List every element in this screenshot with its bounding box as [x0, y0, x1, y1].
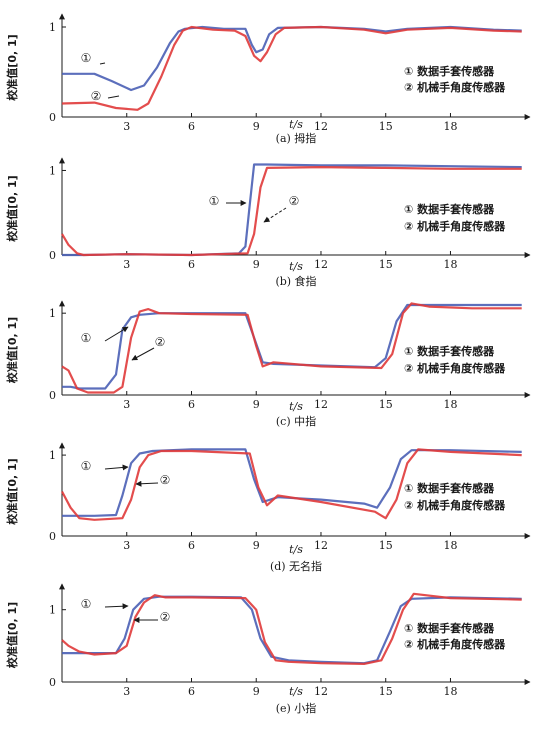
- x-tick-label: 6: [188, 258, 195, 271]
- x-tick-label: 9: [253, 398, 260, 411]
- x-tick-label: 3: [123, 539, 130, 552]
- marker-2-label: ②: [289, 194, 300, 208]
- x-tick-label: 15: [379, 685, 393, 698]
- x-axis-label: t/s: [289, 543, 303, 556]
- y-tick-label: 0: [49, 530, 56, 543]
- x-axis-label: t/s: [289, 118, 303, 131]
- series-line-2: [61, 448, 522, 521]
- marker-2-label: ②: [160, 610, 171, 624]
- marker-1-pointer: [104, 464, 129, 471]
- x-tick-label: 6: [188, 539, 195, 552]
- marker-2-label: ②: [155, 335, 166, 349]
- x-tick-label: 18: [443, 120, 457, 133]
- y-axis-label: 校准值[0, 1]: [5, 317, 19, 383]
- x-tick-label: 9: [253, 258, 260, 271]
- legend-entry: ① 数据手套传感器: [404, 202, 495, 216]
- x-tick-label: 15: [379, 120, 393, 133]
- y-tick-label: 0: [49, 389, 56, 402]
- legend-entry: ① 数据手套传感器: [404, 64, 495, 78]
- panel-4: 0 1 3 6 9 12 15 18 校准值[0, 1] t/s (d) 无名指 ① 数据手套传感器 ②…: [5, 442, 531, 573]
- marker-2-pointer: [263, 207, 287, 223]
- y-axis-label: 校准值[0, 1]: [5, 175, 19, 241]
- y-tick-label: 1: [49, 449, 56, 462]
- marker-2-pointer: [131, 347, 155, 361]
- x-tick-label: 9: [253, 120, 260, 133]
- x-tick-label: 15: [379, 539, 393, 552]
- series-line-2: [61, 166, 522, 257]
- legend-entry: ① 数据手套传感器: [404, 481, 495, 495]
- marker-1-label: ①: [81, 597, 92, 611]
- y-tick-label: 1: [49, 307, 56, 320]
- series-line-1: [62, 448, 522, 517]
- series-line-2: [61, 25, 522, 111]
- legend-entry: ② 机械手角度传感器: [404, 361, 506, 375]
- x-tick-label: 6: [188, 685, 195, 698]
- x-tick-label: 15: [379, 258, 393, 271]
- marker-1-label: ①: [81, 331, 92, 345]
- x-tick-label: 12: [314, 685, 328, 698]
- x-tick-label: 6: [188, 120, 195, 133]
- x-axis-label: t/s: [289, 400, 303, 413]
- x-tick-label: 18: [443, 398, 457, 411]
- x-tick-label: 3: [123, 258, 130, 271]
- legend-entry: ② 机械手角度传感器: [404, 80, 506, 94]
- panel-caption: (b) 食指: [275, 274, 316, 288]
- y-tick-label: 0: [49, 249, 56, 262]
- y-tick-label: 0: [49, 111, 56, 124]
- legend-entry: ② 机械手角度传感器: [404, 219, 506, 233]
- x-tick-label: 9: [253, 685, 260, 698]
- panel-5: 0 1 3 6 9 12 15 18 校准值[0, 1] t/s (e) 小指 ① 数据手套传感器 ② …: [5, 583, 531, 715]
- legend-entry: ① 数据手套传感器: [404, 344, 495, 358]
- panel-1: 0 1 3 6 9 12 15 18 校准值[0, 1] t/s(a) 拇指 ① 数据手套传感器 ② …: [5, 13, 531, 145]
- marker-1-label: ①: [81, 459, 92, 473]
- x-tick-label: 12: [314, 398, 328, 411]
- x-tick-label: 18: [443, 539, 457, 552]
- y-tick-label: 0: [49, 676, 56, 689]
- x-axis-label: t/s: [289, 260, 303, 273]
- marker-2-pointer: [107, 95, 120, 99]
- x-tick-label: 3: [123, 398, 130, 411]
- y-axis-label: 校准值[0, 1]: [5, 34, 19, 100]
- marker-1-label: ①: [209, 194, 220, 208]
- panel-caption: (a) 拇指: [276, 131, 317, 145]
- series-line-2: [61, 592, 522, 665]
- x-tick-label: 3: [123, 685, 130, 698]
- x-tick-label: 18: [443, 685, 457, 698]
- panel-caption: (e) 小指: [276, 701, 317, 715]
- marker-1-pointer: [104, 603, 129, 610]
- marker-2-label: ②: [160, 473, 171, 487]
- legend-entry: ① 数据手套传感器: [404, 621, 495, 635]
- y-tick-label: 1: [49, 164, 56, 177]
- panel-caption: (c) 中指: [276, 414, 316, 428]
- x-tick-label: 3: [123, 120, 130, 133]
- x-tick-label: 15: [379, 398, 393, 411]
- x-axis-label: t/s: [289, 685, 303, 698]
- series-line-2: [61, 302, 522, 394]
- series-line-1: [62, 25, 522, 92]
- y-axis-label: 校准值[0, 1]: [5, 602, 19, 668]
- legend-entry: ② 机械手角度传感器: [404, 637, 506, 651]
- series-line-1: [62, 595, 522, 665]
- marker-1-label: ①: [81, 51, 92, 65]
- marker-1-pointer: [104, 326, 129, 342]
- marker-1-pointer: [99, 62, 106, 65]
- panel-caption: (d) 无名指: [270, 559, 322, 573]
- panel-3: 0 1 3 6 9 12 15 18 校准值[0, 1] t/s(c) 中指 ① 数据手套传感器 ② …: [5, 300, 531, 428]
- x-tick-label: 6: [188, 398, 195, 411]
- y-axis-label: 校准值[0, 1]: [5, 458, 19, 524]
- marker-2-pointer: [135, 480, 159, 487]
- x-tick-label: 12: [314, 539, 328, 552]
- legend-entry: ② 机械手角度传感器: [404, 498, 506, 512]
- y-tick-label: 1: [49, 604, 56, 617]
- x-tick-label: 12: [314, 120, 328, 133]
- y-tick-label: 1: [49, 21, 56, 34]
- x-tick-label: 12: [314, 258, 328, 271]
- x-tick-label: 9: [253, 539, 260, 552]
- x-tick-label: 18: [443, 258, 457, 271]
- marker-2-label: ②: [91, 89, 102, 103]
- panel-2: 0 1 3 6 9 12 15 18 校准值[0, 1] t/s(b) 食指 ① 数据手套传感器 ② …: [5, 157, 531, 288]
